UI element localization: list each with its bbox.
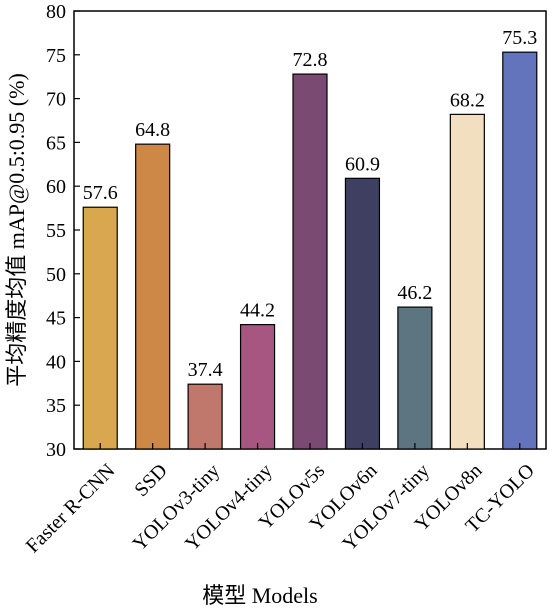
x-category-label: SSD: [130, 460, 172, 502]
y-tick-label: 65: [46, 132, 66, 154]
bar: [502, 51, 538, 450]
y-axis: 30 35 40 45 50 55 60 65 70 75 80: [46, 1, 80, 461]
y-tick-label: 50: [46, 264, 66, 286]
bars: [82, 51, 538, 450]
y-tick-label: 40: [46, 351, 66, 373]
bar: [187, 383, 223, 450]
bar-value-label: 46.2: [397, 282, 432, 304]
bar: [292, 73, 328, 450]
bar-value-label: 75.3: [502, 27, 537, 49]
bar: [449, 113, 485, 450]
plot-area: 30 35 40 45 50 55 60 65 70 75 80 57.6 64.8 37.4 44.2 7…: [22, 1, 547, 557]
y-tick-label: 30: [46, 439, 66, 461]
x-axis-title: 模型 Models: [202, 583, 318, 608]
bar-value-label: 68.2: [450, 89, 485, 111]
bar-value-label: 64.8: [135, 119, 170, 141]
bar-value-label: 57.6: [83, 182, 118, 204]
y-tick-label: 35: [46, 395, 66, 417]
bar: [135, 143, 171, 450]
bar: [344, 177, 381, 450]
y-tick-label: 80: [46, 1, 66, 23]
y-tick-label: 45: [46, 308, 66, 330]
bar-value-label: 60.9: [345, 153, 380, 175]
y-tick-label: 60: [46, 176, 66, 198]
y-axis-title: 平均精度均值 mAP@0.5:0.95 (%): [4, 73, 29, 387]
bar-value-label: 37.4: [188, 359, 223, 381]
bar-value-label: 72.8: [293, 49, 328, 71]
bar: [397, 306, 433, 450]
y-tick-label: 75: [46, 45, 66, 67]
bar: [239, 324, 276, 450]
value-labels: 57.6 64.8 37.4 44.2 72.8 60.9 46.2 68.2 75.3: [83, 27, 538, 381]
y-tick-label: 55: [46, 220, 66, 242]
x-category-label: Faster R-CNN: [22, 460, 120, 558]
bar: [82, 206, 118, 450]
bar-value-label: 44.2: [240, 300, 275, 322]
y-tick-label: 70: [46, 89, 66, 111]
x-axis: Faster R-CNN SSDYOLOv3-tinyYOLOv4-tinyYOL…: [22, 443, 539, 557]
